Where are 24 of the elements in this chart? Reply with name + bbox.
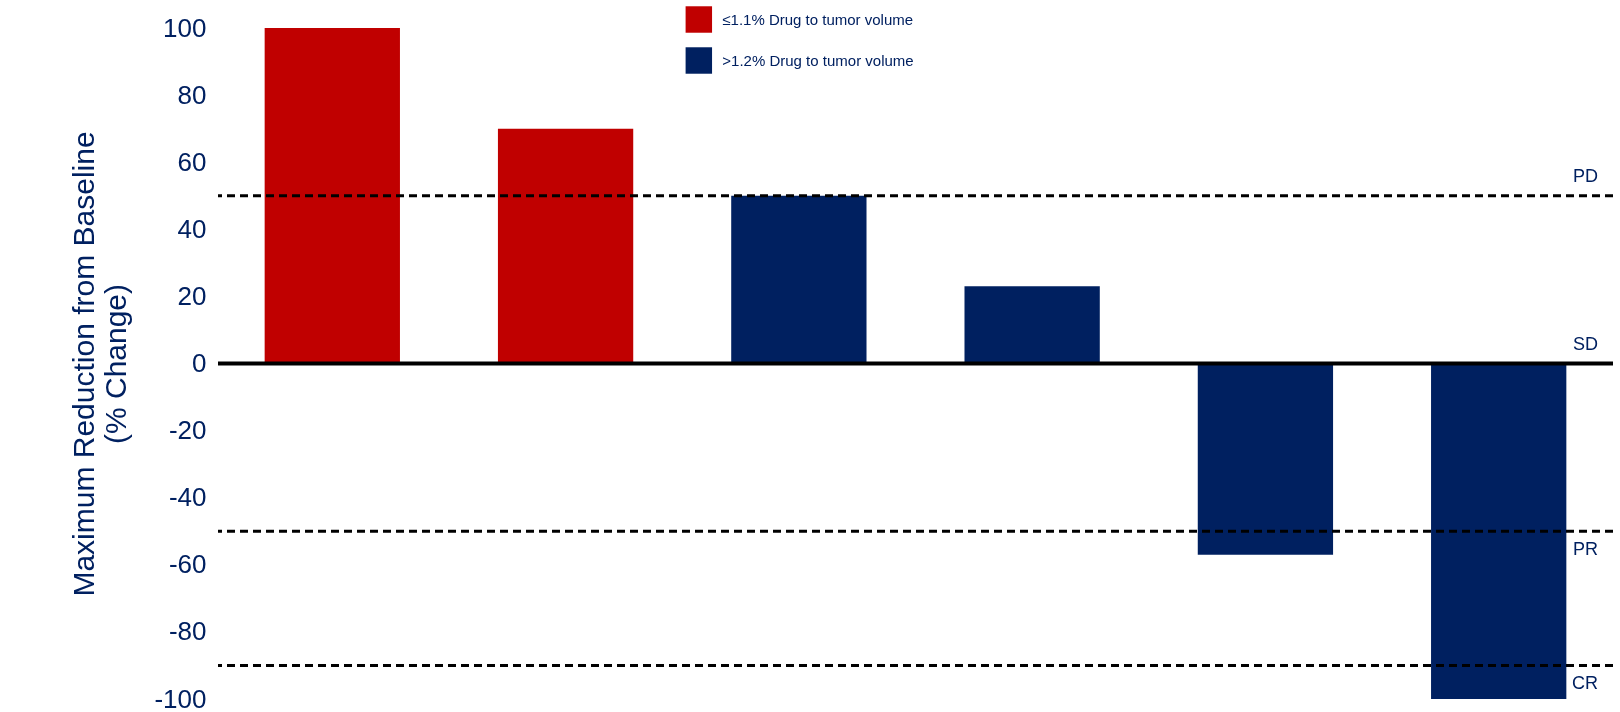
ref-line-label: SD xyxy=(1572,333,1598,354)
y-tick-label: 100 xyxy=(163,12,207,43)
y-tick-label: -80 xyxy=(168,616,207,647)
y-tick-label: -20 xyxy=(168,415,207,446)
y-tick-label: 60 xyxy=(177,146,207,177)
bar xyxy=(264,28,400,364)
bar xyxy=(497,128,634,364)
y-axis-title: Maximum Reduction from Baseline (% Change) xyxy=(67,131,133,597)
y-tick-label: -100 xyxy=(154,683,207,712)
legend-label: ≤1.1% Drug to tumor volume xyxy=(722,10,914,28)
y-tick-label: 20 xyxy=(177,280,207,311)
bar xyxy=(1431,363,1567,699)
ref-line-label: CR xyxy=(1572,673,1598,694)
y-tick-label: -40 xyxy=(168,482,207,513)
ref-line-label: PR xyxy=(1572,539,1598,560)
bar xyxy=(1197,363,1334,555)
y-tick-label: -60 xyxy=(168,549,207,580)
bar xyxy=(964,286,1100,364)
ref-line-label: PD xyxy=(1572,165,1598,186)
y-tick-label: 40 xyxy=(177,213,207,244)
bar xyxy=(731,195,867,364)
y-tick-label: 0 xyxy=(192,348,207,378)
y-tick-label: 80 xyxy=(177,79,207,110)
legend-label: >1.2% Drug to tumor volume xyxy=(722,51,914,69)
